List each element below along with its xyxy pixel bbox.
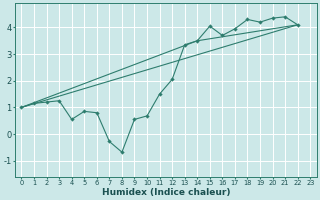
X-axis label: Humidex (Indice chaleur): Humidex (Indice chaleur)	[102, 188, 230, 197]
